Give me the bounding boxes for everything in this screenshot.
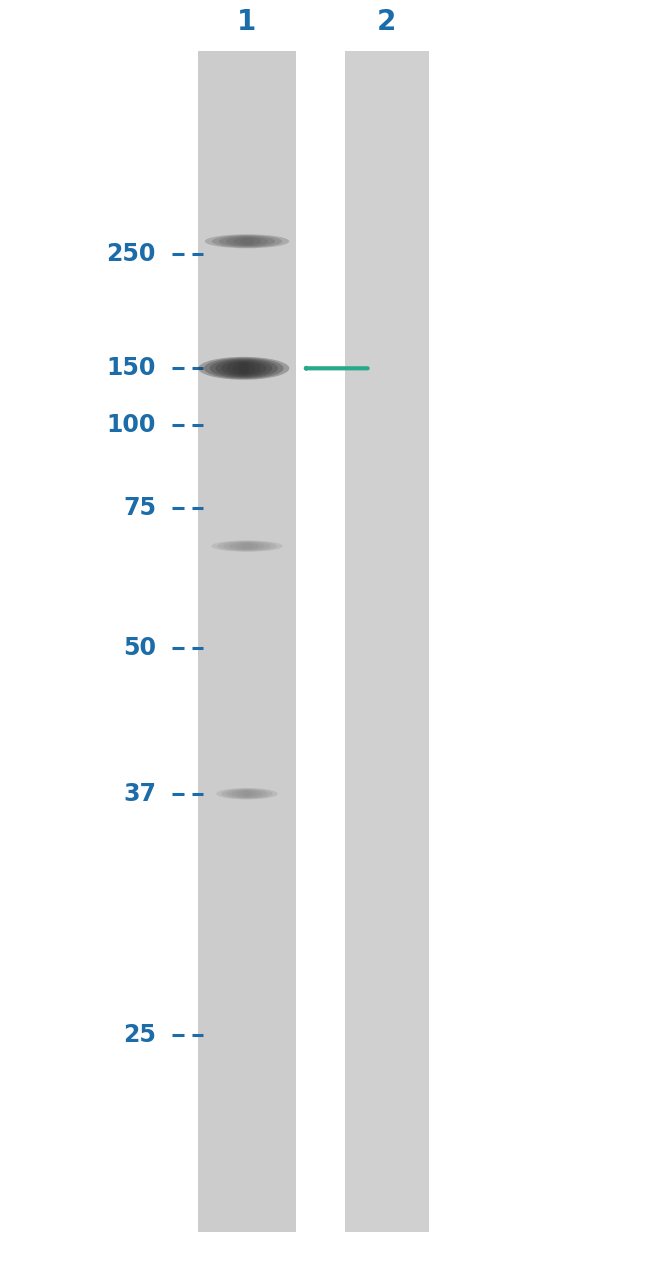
Ellipse shape	[223, 541, 271, 551]
Ellipse shape	[209, 358, 278, 378]
Ellipse shape	[212, 235, 282, 248]
Ellipse shape	[231, 790, 263, 798]
Text: 150: 150	[107, 357, 156, 380]
Ellipse shape	[229, 542, 265, 550]
Ellipse shape	[240, 237, 254, 245]
Ellipse shape	[238, 363, 250, 373]
Text: 2: 2	[377, 8, 396, 36]
Ellipse shape	[217, 541, 277, 551]
Ellipse shape	[221, 361, 266, 376]
Bar	[198, 51, 296, 1232]
Ellipse shape	[211, 541, 283, 551]
Ellipse shape	[237, 790, 257, 798]
Ellipse shape	[215, 359, 272, 377]
Ellipse shape	[242, 791, 252, 796]
Ellipse shape	[221, 789, 273, 799]
Ellipse shape	[235, 542, 259, 550]
Ellipse shape	[204, 358, 283, 378]
Ellipse shape	[198, 357, 289, 380]
Ellipse shape	[233, 362, 255, 375]
Ellipse shape	[233, 237, 261, 245]
Ellipse shape	[226, 236, 268, 246]
Text: 75: 75	[123, 497, 156, 519]
Text: 50: 50	[123, 636, 156, 659]
Text: 250: 250	[107, 243, 156, 265]
Text: 1: 1	[237, 8, 257, 36]
Text: 100: 100	[107, 414, 156, 437]
Ellipse shape	[216, 787, 278, 800]
Bar	[344, 51, 429, 1232]
Text: 25: 25	[123, 1024, 156, 1046]
Text: 37: 37	[123, 782, 156, 805]
Ellipse shape	[227, 361, 261, 376]
Ellipse shape	[219, 236, 275, 246]
Ellipse shape	[241, 544, 253, 549]
Ellipse shape	[226, 789, 268, 799]
Ellipse shape	[205, 235, 289, 249]
